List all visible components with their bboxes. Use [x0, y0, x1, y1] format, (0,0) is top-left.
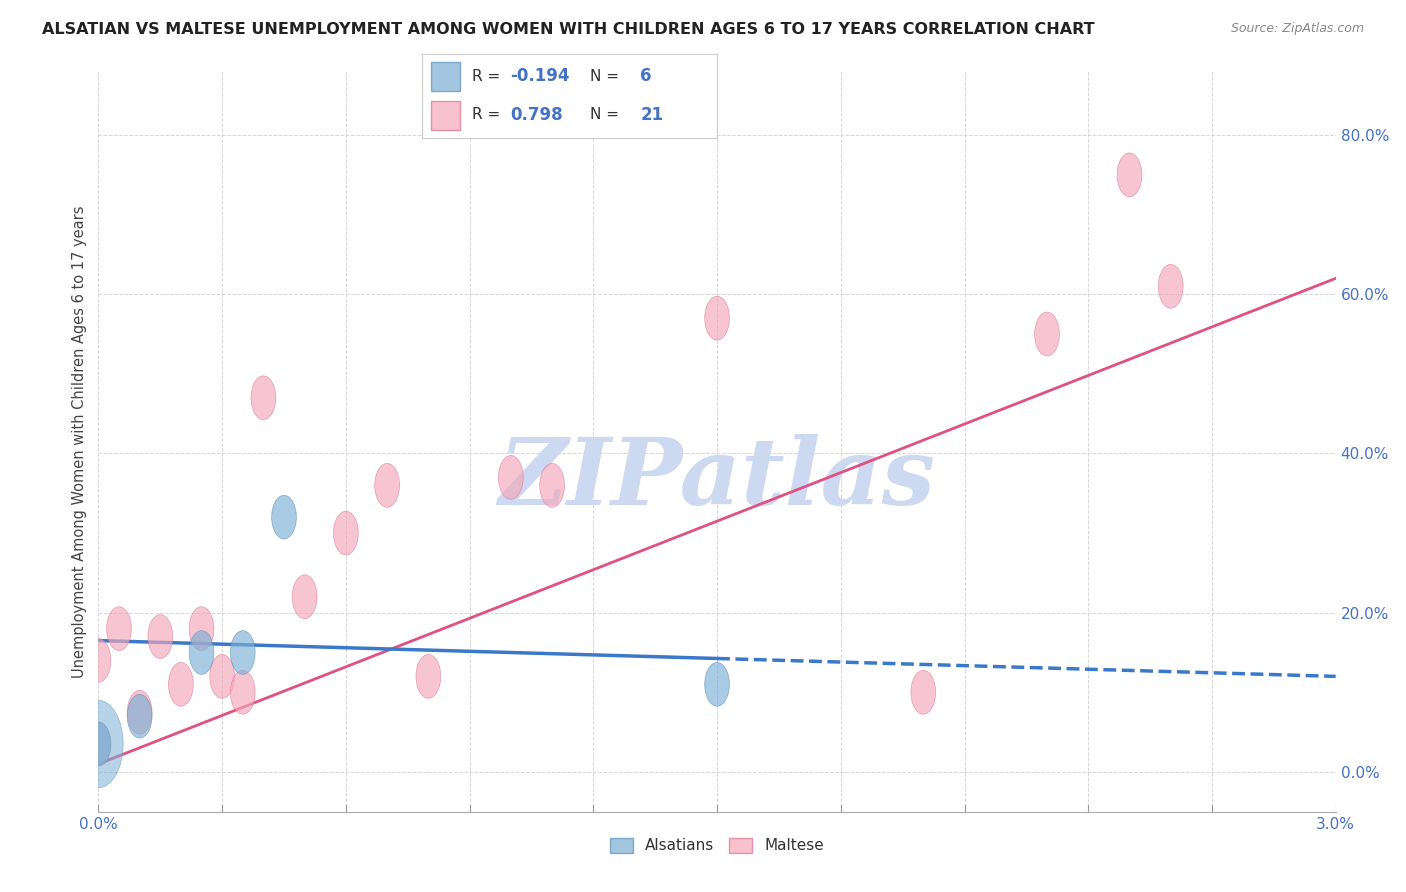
Bar [430, 62, 460, 91]
Ellipse shape [1118, 153, 1142, 197]
Text: 6: 6 [640, 68, 652, 86]
Ellipse shape [190, 631, 214, 674]
Ellipse shape [107, 607, 131, 650]
Ellipse shape [148, 615, 173, 658]
Text: -0.194: -0.194 [510, 68, 569, 86]
Ellipse shape [86, 723, 111, 766]
Text: N =: N = [591, 107, 619, 122]
Text: 0.798: 0.798 [510, 105, 562, 123]
Ellipse shape [1159, 264, 1182, 309]
Ellipse shape [271, 495, 297, 539]
Ellipse shape [231, 631, 254, 674]
Ellipse shape [86, 723, 111, 766]
Ellipse shape [252, 376, 276, 419]
Legend: Alsatians, Maltese: Alsatians, Maltese [603, 831, 831, 860]
Ellipse shape [292, 574, 316, 619]
Ellipse shape [128, 690, 152, 734]
Ellipse shape [128, 694, 152, 738]
Ellipse shape [86, 639, 111, 682]
Ellipse shape [540, 464, 564, 508]
Text: ALSATIAN VS MALTESE UNEMPLOYMENT AMONG WOMEN WITH CHILDREN AGES 6 TO 17 YEARS CO: ALSATIAN VS MALTESE UNEMPLOYMENT AMONG W… [42, 22, 1095, 37]
Bar [430, 101, 460, 130]
Ellipse shape [416, 655, 440, 698]
Ellipse shape [333, 511, 359, 555]
Ellipse shape [704, 296, 730, 340]
Text: N =: N = [591, 69, 619, 84]
Ellipse shape [704, 663, 730, 706]
Text: ZIPatlas: ZIPatlas [499, 434, 935, 524]
Ellipse shape [1035, 312, 1059, 356]
Ellipse shape [375, 464, 399, 508]
Text: 21: 21 [640, 105, 664, 123]
Ellipse shape [209, 655, 235, 698]
Ellipse shape [169, 663, 193, 706]
Ellipse shape [73, 700, 124, 788]
Y-axis label: Unemployment Among Women with Children Ages 6 to 17 years: Unemployment Among Women with Children A… [72, 205, 87, 678]
Ellipse shape [911, 671, 935, 714]
Text: R =: R = [472, 107, 501, 122]
Ellipse shape [231, 671, 254, 714]
Ellipse shape [499, 456, 523, 500]
Text: Source: ZipAtlas.com: Source: ZipAtlas.com [1230, 22, 1364, 36]
Text: R =: R = [472, 69, 501, 84]
Ellipse shape [190, 607, 214, 650]
